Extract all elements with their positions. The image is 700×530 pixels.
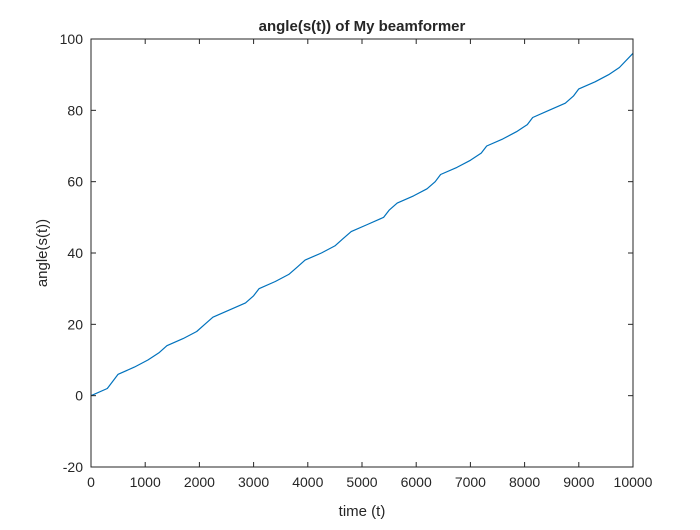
- y-tick-label: 80: [67, 102, 83, 118]
- y-tick-label: 20: [67, 316, 83, 332]
- x-tick-label: 7000: [455, 474, 486, 490]
- plot-area: [90, 38, 634, 468]
- axes-background: [91, 39, 633, 467]
- y-tick-label: 40: [67, 245, 83, 261]
- x-tick-label: 10000: [614, 474, 653, 490]
- x-tick-label: 8000: [509, 474, 540, 490]
- x-axis-label: time (t): [339, 503, 386, 520]
- x-tick-label: 4000: [292, 474, 323, 490]
- x-tick-label: 9000: [563, 474, 594, 490]
- series-line: [90, 52, 634, 397]
- x-tick-label: 3000: [238, 474, 269, 490]
- y-tick-label: 100: [60, 31, 84, 47]
- x-axis-ticks: 0 1000 2000 3000 4000 5000 6000 7000 8000 9000 100…: [87, 39, 653, 490]
- y-axis-ticks: -20 0 20 40 60 80 100: [60, 31, 633, 475]
- y-tick-label: 60: [67, 174, 83, 190]
- x-tick-label: 2000: [184, 474, 215, 490]
- y-tick-label: -20: [63, 459, 83, 475]
- x-tick-label: 1000: [130, 474, 161, 490]
- x-tick-label: 6000: [401, 474, 432, 490]
- series-layer: [90, 52, 634, 397]
- x-tick-label: 5000: [346, 474, 377, 490]
- chart-title: angle(s(t)) of My beamformer: [259, 18, 466, 35]
- y-axis-label: angle(s(t)): [34, 219, 51, 287]
- y-tick-label: 0: [75, 388, 83, 404]
- x-tick-label: 0: [87, 474, 95, 490]
